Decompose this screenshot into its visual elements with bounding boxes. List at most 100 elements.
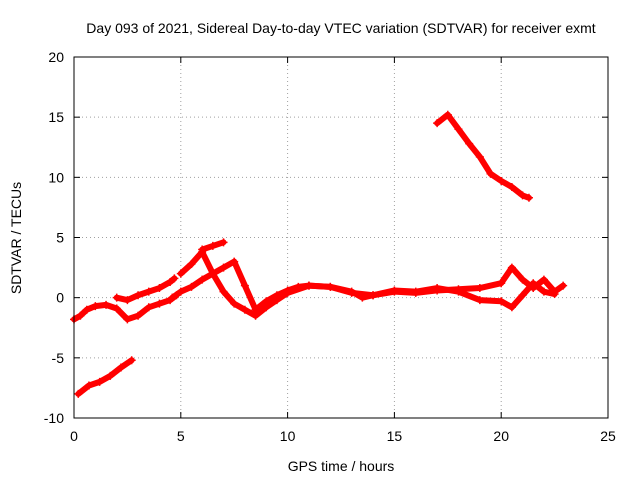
data-point <box>198 275 207 284</box>
data-point <box>347 288 356 297</box>
data-point <box>134 291 143 300</box>
data-point <box>123 296 132 305</box>
data-point <box>144 303 153 312</box>
data-point <box>304 281 313 290</box>
data-point <box>454 125 463 134</box>
series-track-upper <box>112 274 179 305</box>
data-point <box>102 300 111 309</box>
data-point <box>208 241 217 250</box>
series-track <box>434 111 532 201</box>
tick-labels: 0 5 10 15 20 25 -10 -5 0 5 10 15 20 <box>44 49 616 444</box>
data-point <box>170 274 179 283</box>
data-point <box>390 286 399 295</box>
data-point <box>240 281 249 290</box>
data-point <box>465 139 474 148</box>
data-point <box>283 288 292 297</box>
y-tick-label: 5 <box>56 230 64 246</box>
x-tick-label: 10 <box>280 428 296 444</box>
series-track <box>169 270 558 319</box>
data-point <box>166 278 175 287</box>
data-point <box>507 263 516 272</box>
data-point <box>486 169 495 178</box>
data-point <box>475 152 484 161</box>
series-track-main <box>70 291 181 324</box>
data-point <box>433 119 442 128</box>
data-point <box>208 269 217 278</box>
data-point <box>230 299 239 308</box>
ticks <box>73 56 609 419</box>
x-tick-label: 5 <box>177 428 185 444</box>
data-point <box>155 284 164 293</box>
data-point <box>112 293 121 302</box>
data-point <box>411 287 420 296</box>
data-point <box>219 287 228 296</box>
chart-title: Day 093 of 2021, Sidereal Day-to-day VTE… <box>86 20 595 36</box>
data-point <box>262 303 271 312</box>
data-point <box>443 110 452 119</box>
data-point <box>539 287 548 296</box>
data-point <box>497 297 506 306</box>
data-point <box>507 303 516 312</box>
series-track <box>113 275 178 304</box>
data-point <box>326 282 335 291</box>
x-axis-label: GPS time / hours <box>288 458 395 474</box>
y-tick-label: 20 <box>48 49 64 65</box>
y-axis-label: SDTVAR / TECUs <box>8 182 24 294</box>
data-point <box>106 371 115 380</box>
data-point <box>240 305 249 314</box>
data-point <box>524 193 533 202</box>
data-point <box>74 389 83 398</box>
data-point <box>497 176 506 185</box>
data-point <box>76 311 85 320</box>
data-point <box>198 245 207 254</box>
series-track-f <box>433 110 533 202</box>
data-point <box>95 377 104 386</box>
series-track-e <box>74 356 136 398</box>
data-point <box>518 275 527 284</box>
data-point <box>91 302 100 311</box>
series-track-c <box>168 269 559 320</box>
data-point <box>144 287 153 296</box>
data-point <box>559 281 568 290</box>
data-point <box>369 291 378 300</box>
data-point <box>82 305 91 314</box>
data-point <box>251 311 260 320</box>
data-point <box>230 257 239 266</box>
y-tick-label: -10 <box>44 410 64 426</box>
data-point <box>123 315 132 324</box>
x-tick-label: 25 <box>600 428 616 444</box>
data-point <box>116 363 125 372</box>
data-point <box>155 299 164 308</box>
data-point <box>272 296 281 305</box>
series-track <box>75 357 135 397</box>
data-point <box>176 287 185 296</box>
data-point <box>529 279 538 288</box>
x-tick-label: 15 <box>387 428 403 444</box>
data-point <box>497 279 506 288</box>
data-point <box>84 381 93 390</box>
x-tick-label: 0 <box>70 428 78 444</box>
data-point <box>454 287 463 296</box>
data-point <box>168 293 177 302</box>
data-point <box>112 304 121 313</box>
data-point <box>187 282 196 291</box>
y-tick-label: -5 <box>52 350 65 366</box>
y-tick-label: 15 <box>48 109 64 125</box>
data-point <box>550 290 559 299</box>
data-point <box>176 269 185 278</box>
data-point <box>219 263 228 272</box>
data-point <box>134 311 143 320</box>
data-point <box>187 259 196 268</box>
data-point <box>518 191 527 200</box>
data-point <box>475 284 484 293</box>
data-point <box>433 284 442 293</box>
data-point <box>219 238 228 247</box>
grid <box>74 57 608 418</box>
data-layer <box>70 110 568 398</box>
series-track-d <box>198 238 228 254</box>
data-point <box>507 182 516 191</box>
data-point <box>518 291 527 300</box>
y-tick-label: 10 <box>48 169 64 185</box>
data-point <box>539 275 548 284</box>
